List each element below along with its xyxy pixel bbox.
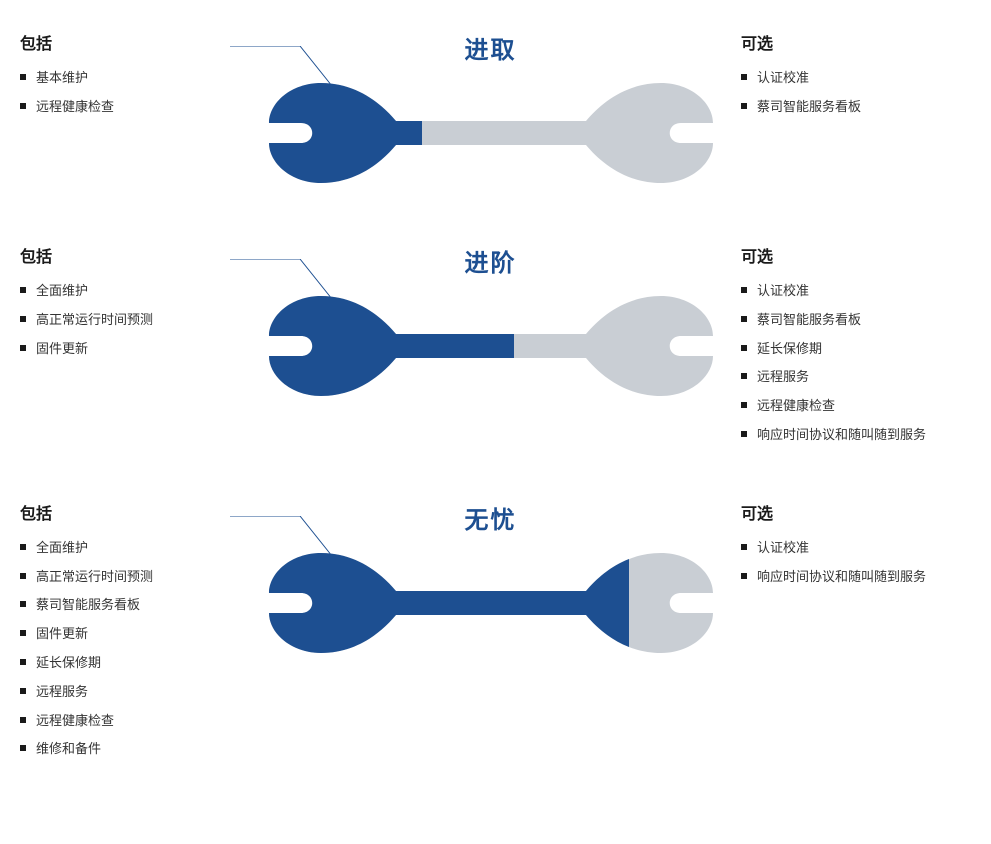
center-column: 进取 — [240, 30, 741, 193]
tiers.1.optional-item: 远程健康检查 — [741, 392, 971, 421]
tiers.1.included-item: 固件更新 — [20, 335, 240, 364]
optional-column: 可选 认证校准蔡司智能服务看板延长保修期远程服务远程健康检查响应时间协议和随叫随… — [741, 243, 971, 450]
tiers.1.optional-list: 认证校准蔡司智能服务看板延长保修期远程服务远程健康检查响应时间协议和随叫随到服务 — [741, 277, 971, 450]
tiers.2.included-item: 全面维护 — [20, 534, 240, 563]
included-column: 包括 全面维护高正常运行时间预测蔡司智能服务看板固件更新延长保修期远程服务远程健… — [20, 500, 240, 764]
included-column: 包括 基本维护远程健康检查 — [20, 30, 240, 122]
tiers.2.optional-item: 响应时间协议和随叫随到服务 — [741, 563, 971, 592]
tiers.2.included-item: 延长保修期 — [20, 649, 240, 678]
optional-column: 可选 认证校准蔡司智能服务看板 — [741, 30, 971, 122]
center-column: 无忧 — [240, 500, 741, 663]
tier-title: 进取 — [465, 30, 517, 65]
tiers.1.optional-item: 远程服务 — [741, 363, 971, 392]
tiers.0.optional-item: 蔡司智能服务看板 — [741, 93, 971, 122]
optional-title: 可选 — [741, 243, 971, 267]
optional-title: 可选 — [741, 30, 971, 54]
tier-1: 包括 基本维护远程健康检查 进取 可选 认证校准蔡司智能服务看板 — [20, 30, 971, 193]
tiers.0.included-item: 基本维护 — [20, 64, 240, 93]
tiers.2.included-item: 远程服务 — [20, 678, 240, 707]
tiers.2.included-item: 远程健康检查 — [20, 707, 240, 736]
optional-column: 可选 认证校准响应时间协议和随叫随到服务 — [741, 500, 971, 592]
included-title: 包括 — [20, 243, 240, 267]
center-column: 进阶 — [240, 243, 741, 406]
tiers.1.included-item: 高正常运行时间预测 — [20, 306, 240, 335]
tiers.2.included-item: 蔡司智能服务看板 — [20, 591, 240, 620]
tiers.1.included-item: 全面维护 — [20, 277, 240, 306]
tiers.1.optional-item: 认证校准 — [741, 277, 971, 306]
wrench-graphic — [261, 286, 721, 406]
tier-2: 包括 全面维护高正常运行时间预测固件更新 进阶 可选 认证校准蔡司智能服务看板延… — [20, 243, 971, 450]
tiers.2.included-list: 全面维护高正常运行时间预测蔡司智能服务看板固件更新延长保修期远程服务远程健康检查… — [20, 534, 240, 764]
included-title: 包括 — [20, 500, 240, 524]
wrench-graphic — [261, 543, 721, 663]
tiers.2.optional-item: 认证校准 — [741, 534, 971, 563]
tiers.2.optional-list: 认证校准响应时间协议和随叫随到服务 — [741, 534, 971, 592]
tiers.1.included-list: 全面维护高正常运行时间预测固件更新 — [20, 277, 240, 363]
tiers.1.optional-item: 延长保修期 — [741, 335, 971, 364]
wrench-graphic — [261, 73, 721, 193]
tiers.0.included-list: 基本维护远程健康检查 — [20, 64, 240, 122]
tier-title: 无忧 — [465, 500, 517, 535]
wrench-icon — [261, 543, 721, 663]
tiers.1.optional-item: 响应时间协议和随叫随到服务 — [741, 421, 971, 450]
wrench-icon — [261, 73, 721, 193]
included-title: 包括 — [20, 30, 240, 54]
optional-title: 可选 — [741, 500, 971, 524]
tiers.2.included-item: 高正常运行时间预测 — [20, 563, 240, 592]
tiers.0.included-item: 远程健康检查 — [20, 93, 240, 122]
wrench-icon — [261, 286, 721, 406]
tier-title: 进阶 — [465, 243, 517, 278]
included-column: 包括 全面维护高正常运行时间预测固件更新 — [20, 243, 240, 363]
tiers.1.optional-item: 蔡司智能服务看板 — [741, 306, 971, 335]
tier-3: 包括 全面维护高正常运行时间预测蔡司智能服务看板固件更新延长保修期远程服务远程健… — [20, 500, 971, 764]
tiers.0.optional-list: 认证校准蔡司智能服务看板 — [741, 64, 971, 122]
tiers.2.included-item: 固件更新 — [20, 620, 240, 649]
tiers.0.optional-item: 认证校准 — [741, 64, 971, 93]
